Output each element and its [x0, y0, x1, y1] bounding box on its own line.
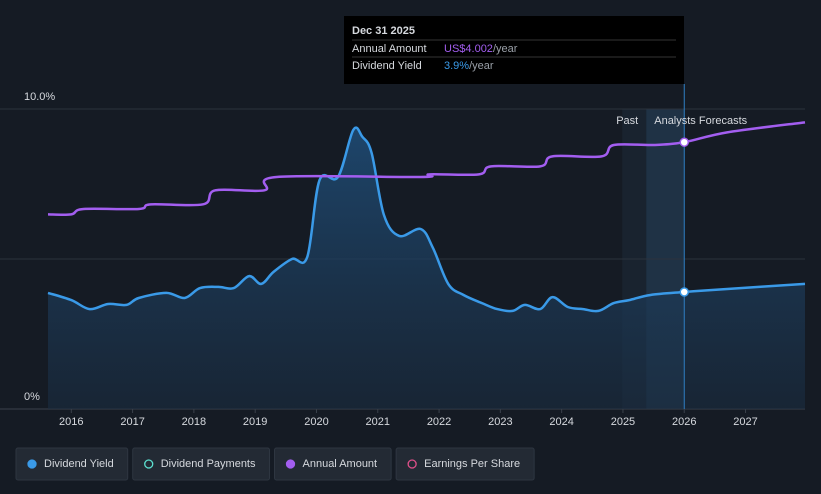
legend-box[interactable]: [15, 447, 129, 481]
tooltip-value-number: 3.9%: [444, 60, 469, 72]
highlight-point: [679, 137, 689, 147]
x-tick-label: 2024: [549, 416, 573, 428]
legend-swatch: [285, 459, 296, 469]
x-tick-label: 2026: [672, 416, 696, 428]
tooltip-value-unit: /year: [469, 60, 494, 72]
legend-swatch: [144, 459, 154, 469]
x-tick-label: 2023: [488, 416, 512, 428]
x-tick-label: 2017: [120, 416, 144, 428]
tooltip-label: Dividend Yield: [352, 60, 422, 72]
forecast-label: Analysts Forecasts: [654, 115, 747, 127]
legend-swatch: [27, 459, 37, 469]
tooltip-label: Annual Amount: [352, 43, 427, 55]
tooltip-value-unit: /year: [493, 43, 518, 55]
line: [47, 121, 806, 216]
tooltip-value-number: US$4.002: [444, 43, 493, 55]
highlight-point: [679, 287, 689, 297]
y-tick-label: 0%: [24, 391, 40, 403]
legend-label: Dividend Payments: [161, 458, 256, 470]
tooltip-box: [344, 16, 684, 84]
x-tick-label: 2021: [366, 416, 390, 428]
legend-item[interactable]: Annual Amount: [274, 447, 392, 481]
legend-swatch: [407, 459, 417, 469]
x-tick-label: 2027: [733, 416, 757, 428]
area: [48, 127, 805, 410]
y-tick-label: 10.0%: [24, 91, 55, 103]
legend-item[interactable]: Dividend Payments: [132, 447, 270, 481]
x-tick-label: 2018: [182, 416, 206, 428]
legend-item[interactable]: Dividend Yield: [15, 447, 129, 481]
legend-item[interactable]: Earnings Per Share: [395, 447, 535, 481]
legend-box[interactable]: [274, 447, 392, 481]
tooltip: Dec 31 2025 Annual Amount US$4.002/year Div…: [344, 16, 684, 84]
legend-label: Annual Amount: [303, 458, 378, 470]
tooltip-value: US$4.002/year: [444, 43, 518, 55]
legend-box[interactable]: [395, 447, 535, 481]
x-tick-label: 2019: [243, 416, 267, 428]
x-tick-label: 2022: [427, 416, 451, 428]
legend-label: Dividend Yield: [44, 458, 114, 470]
x-tick-label: 2020: [304, 416, 328, 428]
legend-box[interactable]: [132, 447, 270, 481]
tooltip-date: Dec 31 2025: [352, 25, 415, 37]
tooltip-value: 3.9%/year: [444, 60, 494, 72]
x-tick-label: 2016: [59, 416, 83, 428]
legend-label: Earnings Per Share: [424, 458, 520, 470]
line: [47, 126, 806, 313]
x-tick-label: 2025: [611, 416, 635, 428]
past-label: Past: [616, 115, 638, 127]
